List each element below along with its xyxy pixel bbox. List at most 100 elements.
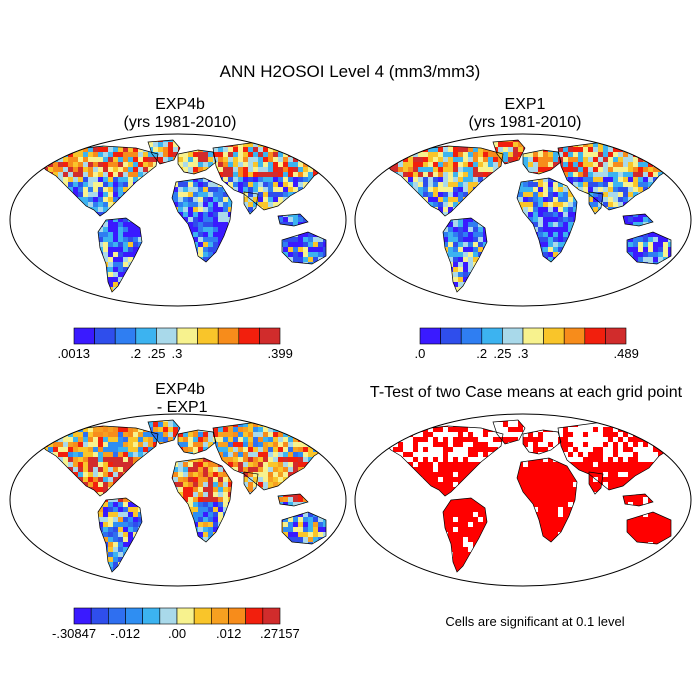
map-cell bbox=[393, 292, 398, 297]
map-cell bbox=[493, 267, 498, 272]
map-cell bbox=[253, 252, 258, 257]
map-cell bbox=[428, 197, 433, 202]
map-cell bbox=[148, 247, 153, 252]
map-cell bbox=[343, 152, 348, 157]
map-cell bbox=[573, 187, 578, 192]
map-cell bbox=[218, 167, 223, 172]
map-cell bbox=[408, 172, 413, 177]
map-cell bbox=[208, 222, 213, 227]
map-cell bbox=[668, 232, 673, 237]
map-cell bbox=[158, 272, 163, 277]
map-cell bbox=[43, 232, 48, 237]
map-cell bbox=[123, 412, 128, 417]
map-cell bbox=[188, 182, 193, 187]
map-cell bbox=[663, 297, 668, 302]
map-cell bbox=[223, 197, 228, 202]
map-cell bbox=[428, 302, 433, 307]
map-cell bbox=[173, 197, 178, 202]
map-cell bbox=[663, 162, 668, 167]
map-cell bbox=[243, 292, 248, 297]
map-cell bbox=[618, 177, 623, 182]
map-cell bbox=[28, 147, 33, 152]
map-cell bbox=[453, 252, 458, 257]
map-cell bbox=[143, 237, 148, 242]
map-cell bbox=[368, 287, 373, 292]
map-cell bbox=[308, 257, 313, 262]
map-cell bbox=[608, 287, 613, 292]
map-cell bbox=[103, 177, 108, 182]
map-cell bbox=[358, 157, 363, 162]
map-cell bbox=[363, 292, 368, 297]
map-cell bbox=[83, 222, 88, 227]
map-cell bbox=[33, 207, 38, 212]
map-cell bbox=[73, 282, 78, 287]
map-cell bbox=[478, 292, 483, 297]
map-cell bbox=[383, 142, 388, 147]
map-cell bbox=[668, 227, 673, 232]
map-cell bbox=[323, 307, 328, 312]
map-cell bbox=[193, 307, 198, 312]
map-cell bbox=[103, 222, 108, 227]
map-cell bbox=[593, 152, 598, 157]
map-cell bbox=[483, 172, 488, 177]
map-cell bbox=[568, 292, 573, 297]
map-cell bbox=[33, 142, 38, 147]
map-cell bbox=[318, 272, 323, 277]
map-cell bbox=[293, 302, 298, 307]
map-cell bbox=[628, 172, 633, 177]
map-cell bbox=[128, 282, 133, 287]
map-cell bbox=[88, 212, 93, 217]
map-cell bbox=[368, 217, 373, 222]
map-cell bbox=[328, 162, 330, 167]
map-cell bbox=[98, 262, 103, 267]
map-cell bbox=[113, 157, 118, 162]
map-cell bbox=[323, 302, 328, 307]
map-cell bbox=[58, 172, 63, 177]
map-cell bbox=[103, 292, 108, 297]
map-cell bbox=[208, 212, 213, 217]
map-cell bbox=[188, 227, 193, 232]
map-cell bbox=[488, 262, 493, 267]
map-cell bbox=[213, 292, 218, 297]
map-cell bbox=[588, 237, 593, 242]
map-cell bbox=[573, 157, 578, 162]
map-cell bbox=[648, 140, 653, 142]
map-cell bbox=[658, 202, 663, 207]
map-cell bbox=[468, 242, 473, 247]
map-cell bbox=[473, 297, 478, 302]
map-cell bbox=[643, 302, 648, 307]
map-cell bbox=[438, 157, 443, 162]
map-cell bbox=[393, 247, 398, 252]
map-cell bbox=[438, 307, 443, 312]
map-cell bbox=[38, 277, 43, 282]
map-cell bbox=[273, 177, 278, 182]
map-cell bbox=[408, 307, 413, 312]
map-cell bbox=[48, 192, 53, 197]
map-cell bbox=[638, 202, 643, 207]
map-cell bbox=[243, 192, 248, 197]
map-cell bbox=[248, 292, 253, 297]
map-cell bbox=[623, 142, 628, 147]
map-cell bbox=[98, 192, 103, 197]
map-cell bbox=[113, 167, 118, 172]
map-cell bbox=[423, 197, 428, 202]
map-cell bbox=[388, 257, 393, 262]
map-cell bbox=[173, 222, 178, 227]
map-cell bbox=[418, 302, 423, 307]
map-cell bbox=[318, 232, 323, 237]
map-cell bbox=[163, 237, 168, 242]
map-cell bbox=[478, 282, 483, 287]
map-cell bbox=[358, 247, 363, 252]
map-cell bbox=[413, 247, 418, 252]
map-cell bbox=[203, 287, 208, 292]
map-cell bbox=[168, 187, 173, 192]
map-cell bbox=[613, 162, 618, 167]
map-cell bbox=[683, 167, 688, 172]
map-cell bbox=[228, 307, 233, 312]
map-cell bbox=[548, 162, 553, 167]
map-cell bbox=[603, 132, 608, 137]
map-cell bbox=[73, 217, 78, 222]
map-cell bbox=[358, 232, 363, 237]
map-cell bbox=[168, 217, 173, 222]
map-cell bbox=[138, 212, 143, 217]
